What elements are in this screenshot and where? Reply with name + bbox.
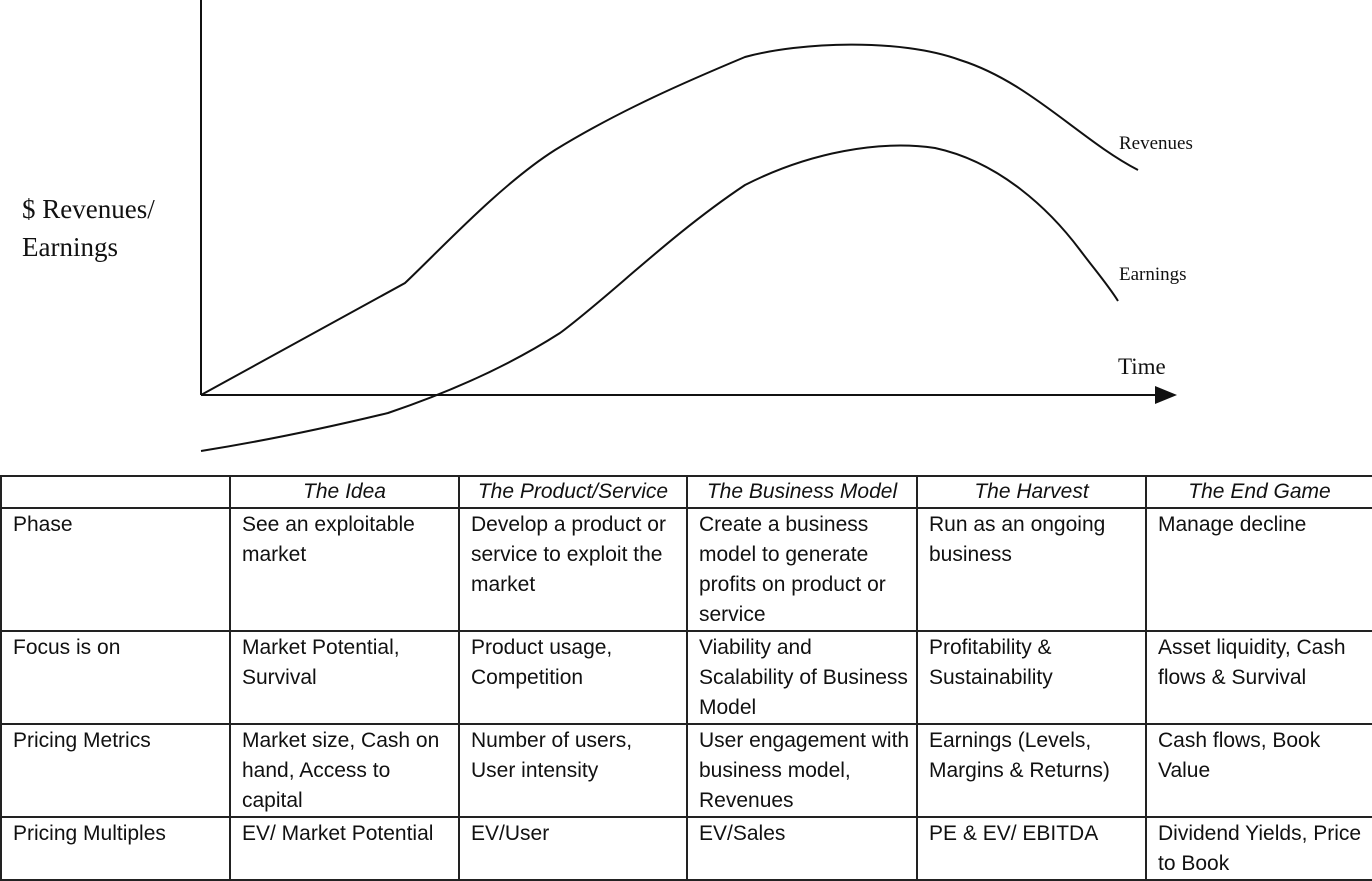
header-corner <box>0 475 231 509</box>
table-cell: EV/ Market Potential <box>229 816 460 881</box>
lifecycle-diagram: $ Revenues/ Earnings Time Revenues Earni… <box>22 0 1193 452</box>
header-the-idea: The Idea <box>229 475 460 509</box>
y-axis-label-line1: $ Revenues/ <box>22 194 155 224</box>
table-cell: User engagement with business model, Rev… <box>686 723 918 818</box>
table-cell: Asset liquidity, Cash flows & Survival <box>1145 630 1372 725</box>
x-axis-arrowhead <box>1155 386 1177 404</box>
table-row-focus: Focus is on Market Potential, Survival P… <box>0 630 1372 725</box>
table-cell: Number of users, User intensity <box>458 723 688 818</box>
earnings-label: Earnings <box>1119 264 1187 285</box>
table-cell: Develop a product or service to exploit … <box>458 507 688 632</box>
header-the-product-service: The Product/Service <box>458 475 688 509</box>
header-the-business-model: The Business Model <box>686 475 918 509</box>
table-cell: EV/Sales <box>686 816 918 881</box>
table-header-row: The Idea The Product/Service The Busines… <box>0 475 1372 509</box>
header-the-harvest: The Harvest <box>916 475 1147 509</box>
table-cell: Dividend Yields, Price to Book <box>1145 816 1372 881</box>
table-cell: Run as an ongoing business <box>916 507 1147 632</box>
table-cell: Manage decline <box>1145 507 1372 632</box>
table-row-pricing-metrics: Pricing Metrics Market size, Cash on han… <box>0 723 1372 818</box>
row-label-phase: Phase <box>0 507 231 632</box>
y-axis-label-line2: Earnings <box>22 232 118 262</box>
table-cell: Create a business model to generate prof… <box>686 507 918 632</box>
earnings-curve <box>200 144 1119 452</box>
table-cell: PE & EV/ EBITDA <box>916 816 1147 881</box>
table-cell: Product usage, Competition <box>458 630 688 725</box>
table-cell: EV/User <box>458 816 688 881</box>
row-label-pricing-metrics: Pricing Metrics <box>0 723 231 818</box>
x-axis-label: Time <box>1118 354 1166 379</box>
table-cell: Profitability & Sustainability <box>916 630 1147 725</box>
phase-table: The Idea The Product/Service The Busines… <box>0 475 1372 881</box>
table-cell: Cash flows, Book Value <box>1145 723 1372 818</box>
revenues-label: Revenues <box>1119 133 1193 154</box>
table-row-pricing-multiples: Pricing Multiples EV/ Market Potential E… <box>0 816 1372 881</box>
table-cell: Market Potential, Survival <box>229 630 460 725</box>
table-cell: Earnings (Levels, Margins & Returns) <box>916 723 1147 818</box>
table-cell: Market size, Cash on hand, Access to cap… <box>229 723 460 818</box>
table-cell: Viability and Scalability of Business Mo… <box>686 630 918 725</box>
row-label-pricing-multiples: Pricing Multiples <box>0 816 231 881</box>
table-cell: See an exploitable market <box>229 507 460 632</box>
revenues-curve <box>200 43 1139 396</box>
row-label-focus: Focus is on <box>0 630 231 725</box>
header-the-end-game: The End Game <box>1145 475 1372 509</box>
table-row-phase: Phase See an exploitable market Develop … <box>0 507 1372 632</box>
